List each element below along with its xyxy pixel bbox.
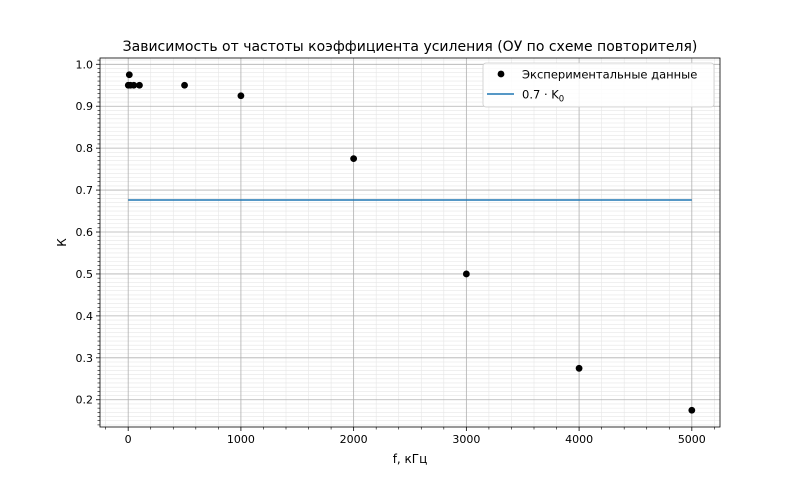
major-grid (100, 58, 720, 427)
y-tick-label: 0.3 (76, 352, 94, 365)
x-tick-label: 3000 (452, 433, 480, 446)
data-point (237, 92, 245, 100)
x-tick-label: 4000 (565, 433, 593, 446)
y-axis-label: К (55, 238, 69, 247)
data-point (462, 270, 470, 278)
y-tick-label: 0.5 (76, 268, 94, 281)
y-tick-label: 0.9 (76, 100, 94, 113)
y-tick-label: 0.2 (76, 394, 94, 407)
data-point (181, 81, 188, 89)
legend-label-threshold-main: 0.7 · K (522, 88, 559, 102)
plot-frame (99, 57, 721, 428)
data-point (130, 81, 138, 89)
legend-label-threshold-subscript: 0 (559, 95, 564, 105)
legend-label-threshold: 0.7 · K0 (522, 88, 564, 105)
x-tick-label: 2000 (340, 433, 368, 446)
data-point (688, 406, 696, 414)
legend-marker-experimental (497, 70, 505, 78)
y-tick-label: 0.7 (76, 184, 94, 197)
legend-box (482, 62, 715, 108)
legend: Экспериментальные данные 0.7 · K0 (482, 62, 715, 108)
data-point (136, 81, 143, 89)
axis-ticks (96, 59, 715, 431)
x-tick-label: 0 (125, 433, 132, 446)
x-tick-label: 1000 (227, 433, 255, 446)
data-point (350, 155, 358, 163)
y-tick-label: 0.4 (76, 310, 94, 323)
chart-title: Зависимость от частоты коэффициента усил… (123, 39, 698, 55)
y-tick-label: 0.6 (76, 226, 94, 239)
axis-tick-labels: 0 1000 2000 3000 4000 5000 0.2 0.3 0.4 0.5 0.6 0.7 0… (76, 58, 706, 446)
data-point (575, 364, 583, 372)
series-points (124, 71, 696, 414)
y-tick-label: 0.8 (76, 142, 94, 155)
legend-label-experimental: Экспериментальные данные (522, 68, 697, 82)
y-tick-label: 1.0 (76, 58, 94, 71)
data-point (125, 71, 133, 79)
x-tick-label: 5000 (678, 433, 706, 446)
x-axis-label: f, кГц (393, 452, 428, 466)
